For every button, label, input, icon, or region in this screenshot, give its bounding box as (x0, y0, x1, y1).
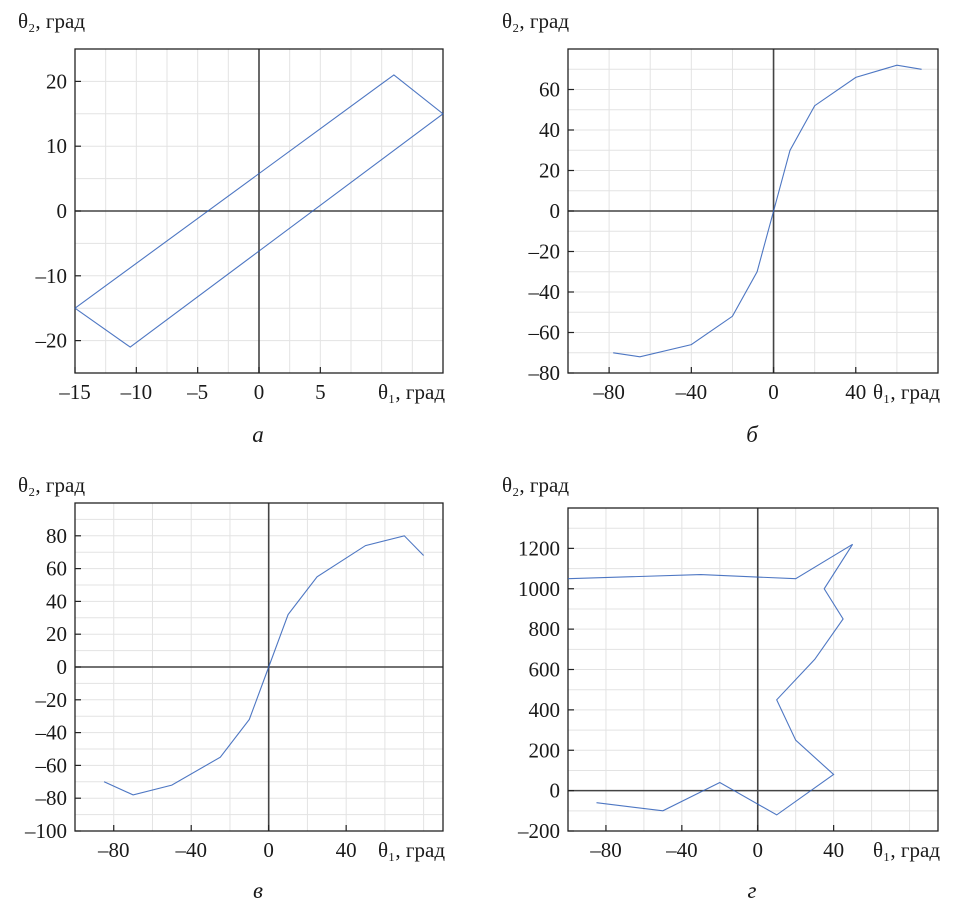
ylabel-b: θ₂, град (502, 9, 569, 33)
y-tick-label: –10 (35, 264, 68, 288)
x-tick-label: 40 (336, 838, 357, 862)
ylabel-a: θ₂, град (18, 9, 85, 33)
y-tick-label: 20 (46, 622, 67, 646)
xlabel-d: θ₁, град (873, 838, 940, 862)
y-tick-label: –60 (528, 321, 561, 345)
series-line (567, 543, 854, 816)
y-tick-label: 1200 (518, 536, 560, 560)
y-tick-label: 0 (57, 655, 68, 679)
ylabel-c: θ₂, град (18, 473, 85, 497)
y-tick-label: 60 (46, 557, 67, 581)
xlabel-b: θ₁, град (873, 380, 940, 404)
y-tick-label: 600 (529, 658, 561, 682)
y-tick-label: 20 (46, 69, 67, 93)
y-tick-label: 40 (539, 118, 560, 142)
y-tick-label: 800 (529, 617, 561, 641)
y-tick-label: 200 (529, 738, 561, 762)
x-tick-label: 0 (768, 380, 779, 404)
y-tick-label: –40 (35, 721, 68, 745)
y-tick-label: 400 (529, 698, 561, 722)
plot-b: θ₂, град б –80 –40 0 40 –80 –60 –40 –20 0 20 40 60 θ… (502, 9, 940, 447)
x-tick-label: 40 (845, 380, 866, 404)
y-tick-label: 10 (46, 134, 67, 158)
y-tick-label: 0 (57, 199, 68, 223)
series-line (613, 64, 922, 358)
y-tick-label: 80 (46, 524, 67, 548)
y-tick-label: 40 (46, 589, 67, 613)
x-tick-label: –40 (675, 380, 708, 404)
y-tick-label: 0 (550, 199, 561, 223)
x-tick-label: –80 (592, 380, 625, 404)
y-tick-label: –80 (528, 361, 561, 385)
x-tick-label: –80 (97, 838, 130, 862)
x-tick-label: 0 (752, 838, 763, 862)
x-tick-label: 40 (823, 838, 844, 862)
xlabel-c: θ₁, град (378, 838, 445, 862)
x-tick-label: –10 (120, 380, 153, 404)
x-tick-label: 5 (315, 380, 326, 404)
plot-d: θ₂, град г –80 –40 0 40 –200 0 200 400 600 800 100… (502, 473, 940, 903)
x-tick-label: 0 (254, 380, 265, 404)
x-tick-label: 0 (263, 838, 274, 862)
y-tick-label: –200 (517, 819, 560, 843)
y-tick-label: –100 (24, 819, 67, 843)
xlabel-a: θ₁, град (378, 380, 445, 404)
y-tick-label: –20 (528, 240, 561, 264)
plot-c: θ₂, град в –80 –40 0 40 –100 –80 –60 –40 –20 0 20 4… (18, 473, 445, 903)
series-line (74, 74, 444, 348)
series-line (103, 535, 424, 796)
subtitle-a: а (252, 422, 264, 447)
x-tick-label: –40 (665, 838, 698, 862)
y-tick-label: 1000 (518, 577, 560, 601)
x-tick-label: –15 (58, 380, 91, 404)
subtitle-b: б (746, 422, 759, 447)
subtitle-c: в (253, 878, 263, 903)
y-tick-label: 20 (539, 159, 560, 183)
y-tick-label: 0 (550, 779, 561, 803)
y-tick-label: 60 (539, 78, 560, 102)
y-tick-label: –40 (528, 280, 561, 304)
x-tick-label: –80 (589, 838, 622, 862)
y-tick-label: –60 (35, 753, 68, 777)
x-tick-label: –5 (186, 380, 208, 404)
y-tick-label: –20 (35, 329, 68, 353)
subtitle-d: г (748, 878, 757, 903)
y-tick-label: –80 (35, 786, 68, 810)
plot-a: θ₂, град а –15 –10 –5 0 5 –20 –10 0 10 20 θ₁, град (18, 9, 445, 447)
y-tick-label: –20 (35, 688, 68, 712)
ylabel-d: θ₂, град (502, 473, 569, 497)
x-tick-label: –40 (174, 838, 207, 862)
